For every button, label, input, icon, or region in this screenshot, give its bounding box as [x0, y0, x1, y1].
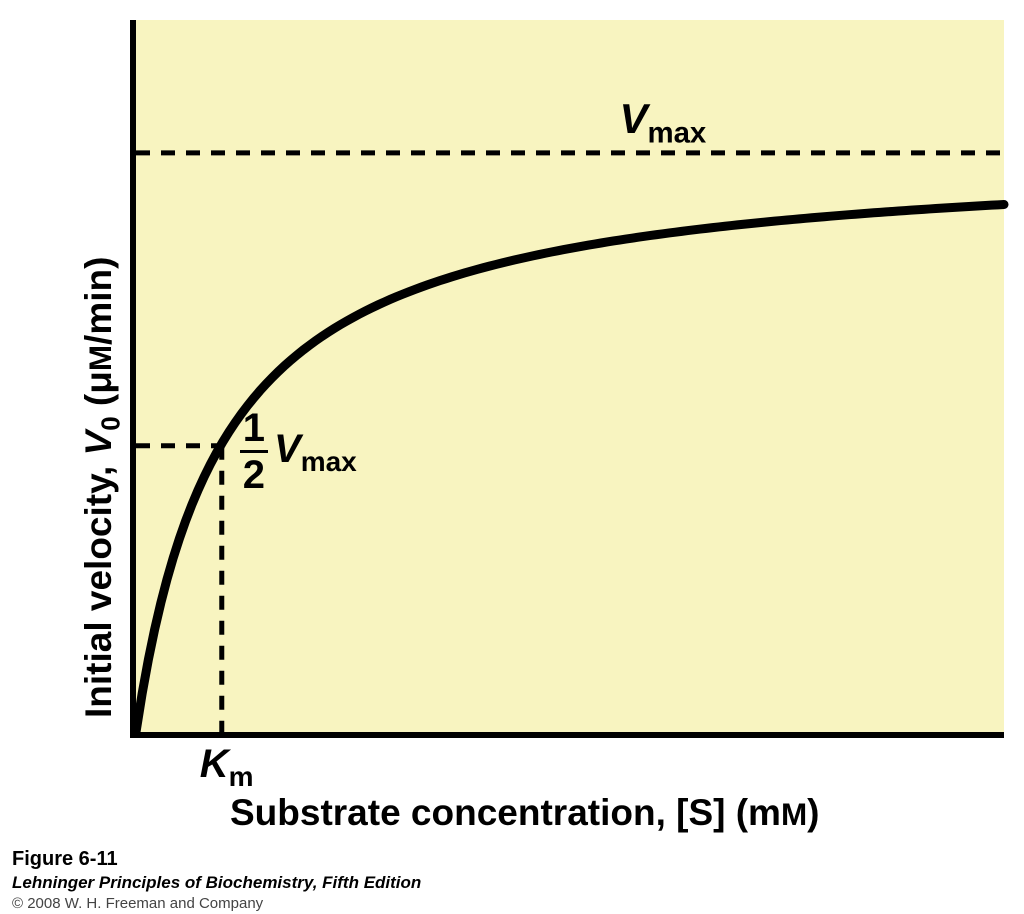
caption-source: Lehninger Principles of Biochemistry, Fi… [12, 873, 421, 893]
caption-copyright: © 2008 W. H. Freeman and Company [12, 895, 421, 912]
figure-container: Initial velocity, V0 (μM/min) Substrate … [0, 0, 1024, 914]
x-axis-label: Substrate concentration, [S] (mM) [230, 792, 819, 834]
y-axis-label: Initial velocity, V0 (μM/min) [78, 257, 120, 718]
half-vmax-annotation: 12Vmax [240, 408, 357, 495]
km-annotation: Km [200, 742, 254, 787]
figure-caption: Figure 6-11 Lehninger Principles of Bioc… [12, 848, 421, 912]
chart-svg [130, 20, 1004, 738]
vmax-annotation: Vmax [619, 95, 706, 143]
caption-figure-number: Figure 6-11 [12, 848, 421, 871]
